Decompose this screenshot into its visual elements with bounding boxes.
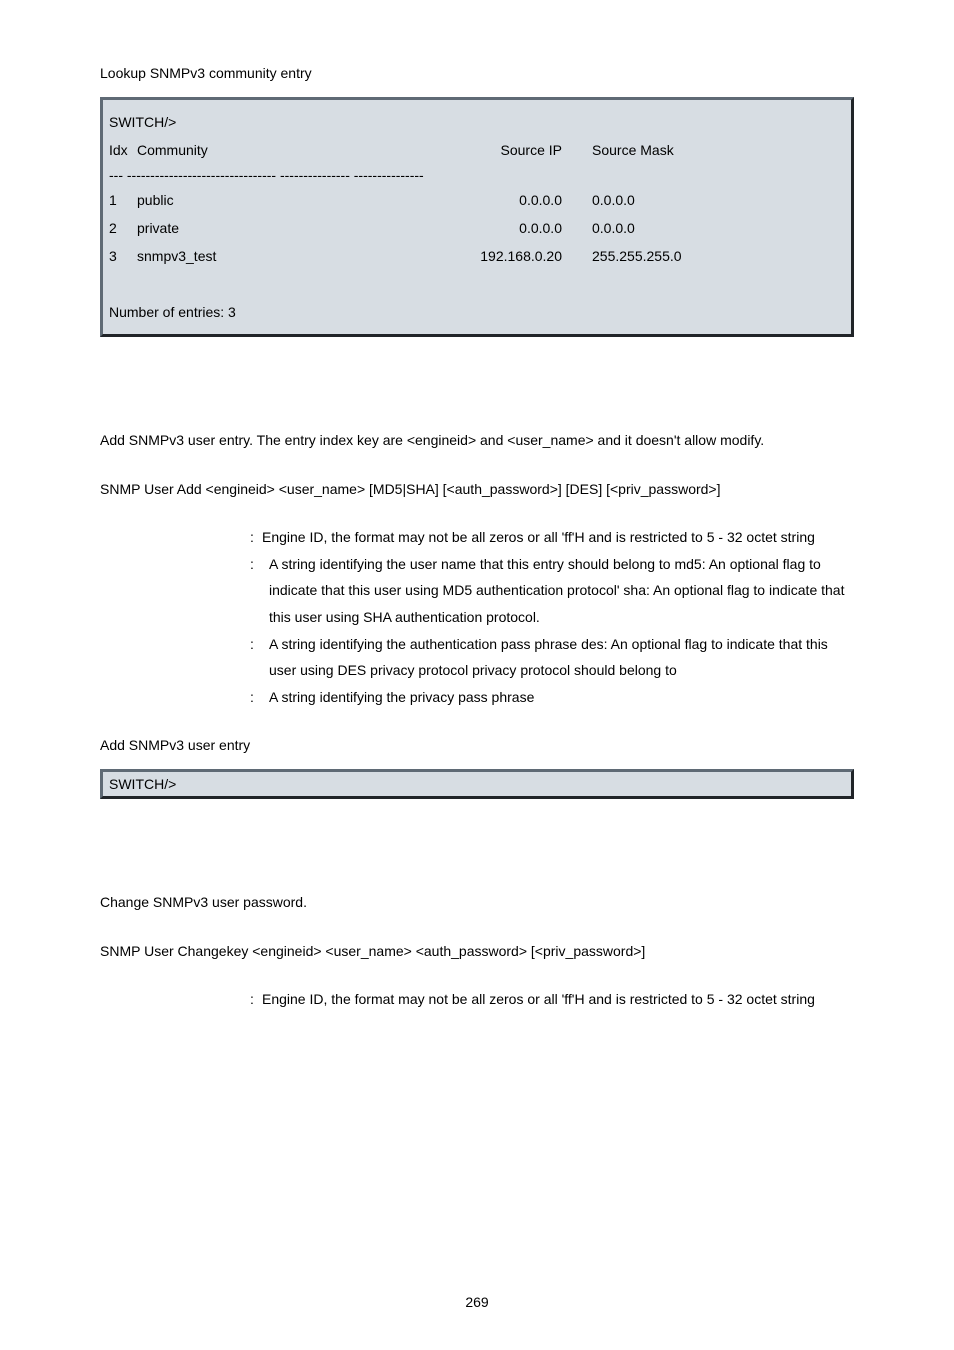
changekey-syntax: SNMP User Changekey <engineid> <user_nam…	[100, 938, 854, 965]
cell-comm: snmpv3_test	[137, 242, 427, 270]
cli-prompt-row: SWITCH/>	[109, 108, 845, 136]
user-add-syntax: SNMP User Add <engineid> <user_name> [MD…	[100, 476, 854, 503]
param-item: : Engine ID, the format may not be all z…	[250, 986, 854, 1013]
page-number: 269	[0, 1294, 954, 1310]
param-text: Engine ID, the format may not be all zer…	[262, 986, 854, 1013]
cell-mask: 0.0.0.0	[592, 186, 845, 214]
cli-row: 3 snmpv3_test 192.168.0.20 255.255.255.0	[109, 242, 845, 270]
cli-prompt: SWITCH/>	[109, 776, 176, 792]
param-text: Engine ID, the format may not be all zer…	[262, 524, 854, 551]
hdr-community: Community	[137, 136, 427, 164]
cli-output-box: SWITCH/> Idx Community Source IP Source …	[100, 97, 854, 337]
cli-row: 2 private 0.0.0.0 0.0.0.0	[109, 214, 845, 242]
colon: :	[250, 551, 262, 631]
hdr-idx: Idx	[109, 136, 137, 164]
cli1-caption: Lookup SNMPv3 community entry	[100, 60, 854, 87]
user-add-params: : Engine ID, the format may not be all z…	[100, 524, 854, 710]
param-text: A string identifying the authentication …	[262, 631, 854, 684]
param-text: A string identifying the privacy pass ph…	[262, 684, 854, 711]
colon: :	[250, 524, 262, 551]
cell-mask: 0.0.0.0	[592, 214, 845, 242]
cell-ip: 0.0.0.0	[427, 186, 592, 214]
cli-dashes: --- -------------------------------- ---…	[109, 164, 845, 186]
colon: :	[250, 684, 262, 711]
cell-comm: private	[137, 214, 427, 242]
changekey-desc: Change SNMPv3 user password.	[100, 889, 854, 916]
param-text: A string identifying the user name that …	[262, 551, 854, 631]
cli-output-box-small: SWITCH/>	[100, 769, 854, 799]
entries-count: Number of entries: 3	[109, 298, 236, 326]
colon: :	[250, 631, 262, 684]
cell-idx: 1	[109, 186, 137, 214]
param-item: : A string identifying the authenticatio…	[250, 631, 854, 684]
colon: :	[250, 986, 262, 1013]
user-add-desc: Add SNMPv3 user entry. The entry index k…	[100, 427, 854, 454]
cli-prompt: SWITCH/>	[109, 108, 176, 136]
cli-row: 1 public 0.0.0.0 0.0.0.0	[109, 186, 845, 214]
hdr-source-mask: Source Mask	[592, 136, 845, 164]
cell-idx: 2	[109, 214, 137, 242]
cell-mask: 255.255.255.0	[592, 242, 845, 270]
param-item: : A string identifying the privacy pass …	[250, 684, 854, 711]
cli-header-row: Idx Community Source IP Source Mask	[109, 136, 845, 164]
param-item: : Engine ID, the format may not be all z…	[250, 524, 854, 551]
param-item: : A string identifying the user name tha…	[250, 551, 854, 631]
changekey-params: : Engine ID, the format may not be all z…	[100, 986, 854, 1013]
cli-footer: Number of entries: 3	[109, 298, 845, 326]
hdr-source-ip: Source IP	[427, 136, 592, 164]
cell-ip: 192.168.0.20	[427, 242, 592, 270]
cell-ip: 0.0.0.0	[427, 214, 592, 242]
cli-blank	[109, 270, 845, 298]
user-add-example-caption: Add SNMPv3 user entry	[100, 732, 854, 759]
cell-comm: public	[137, 186, 427, 214]
cell-idx: 3	[109, 242, 137, 270]
